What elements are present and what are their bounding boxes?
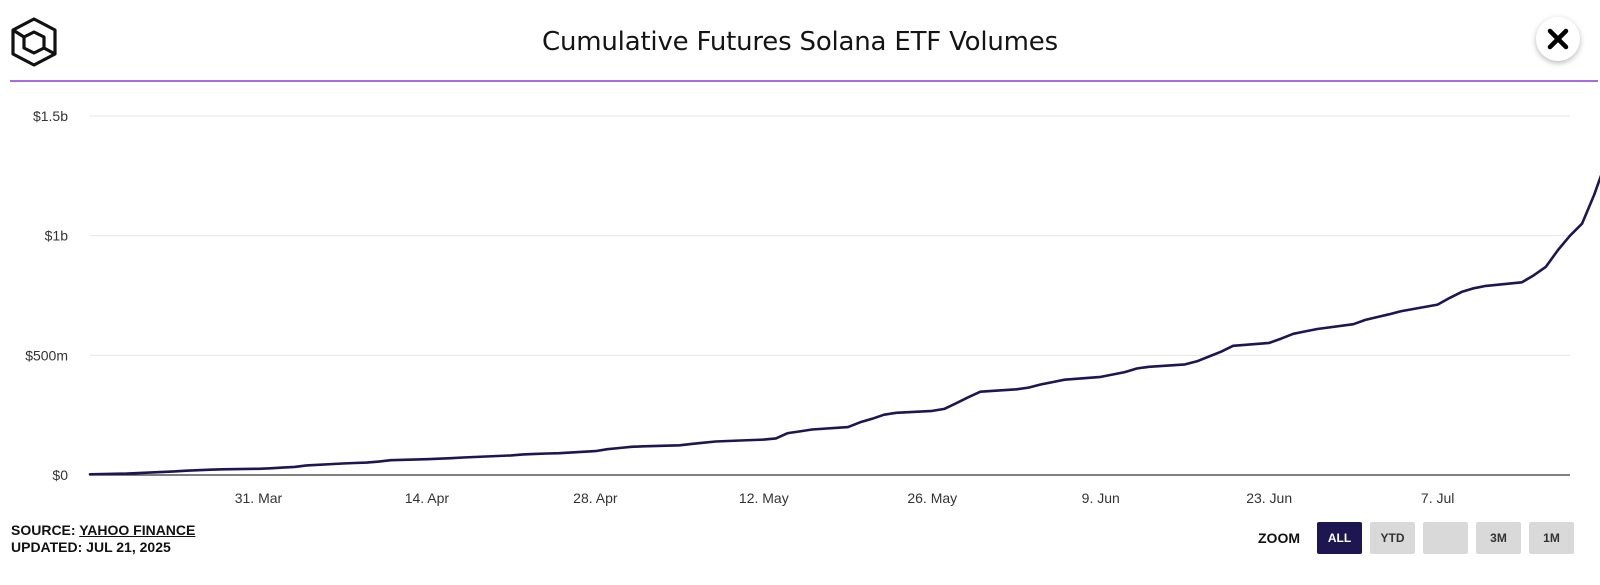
source-label: SOURCE: [11,522,76,538]
cube-logo-icon [11,17,57,67]
close-button[interactable] [1536,17,1580,61]
x-tick-label: 23. Jun [1246,490,1292,506]
source-block: SOURCE: YAHOO FINANCE UPDATED: JUL 21, 2… [11,522,195,556]
x-tick-label: 12. May [739,490,789,506]
zoom-blank-button[interactable] [1423,522,1468,554]
x-tick-label: 9. Jun [1082,490,1120,506]
x-tick-label: 14. Apr [405,490,450,506]
header-divider [10,80,1598,82]
grid-lines [90,115,1570,476]
close-icon [1547,28,1569,50]
x-tick-label: 26. May [907,490,957,506]
updated-date: UPDATED: JUL 21, 2025 [11,539,171,555]
zoom-all-button[interactable]: ALL [1317,522,1362,554]
zoom-ytd-button[interactable]: YTD [1370,522,1415,554]
series-line [88,174,1600,476]
series-group [88,174,1600,476]
y-tick-label: $1.5b [33,108,68,124]
source-link[interactable]: YAHOO FINANCE [79,522,196,538]
x-tick-label: 31. Mar [235,490,283,506]
zoom-1m-button[interactable]: 1M [1529,522,1574,554]
y-axis-tick-labels: $0 $500m $1b $1.5b [25,108,68,483]
x-axis-tick-labels: 31. Mar 14. Apr 28. Apr 12. May 26. May 9. Ju… [235,490,1455,506]
zoom-3m-button[interactable]: 3M [1476,522,1521,554]
y-tick-label: $500m [25,347,68,363]
y-tick-label: $0 [52,467,68,483]
x-tick-label: 7. Jul [1421,490,1454,506]
chart-title: Cumulative Futures Solana ETF Volumes [542,27,1058,57]
zoom-label: ZOOM [1258,530,1300,546]
x-tick-label: 28. Apr [573,490,618,506]
y-tick-label: $1b [45,228,69,244]
